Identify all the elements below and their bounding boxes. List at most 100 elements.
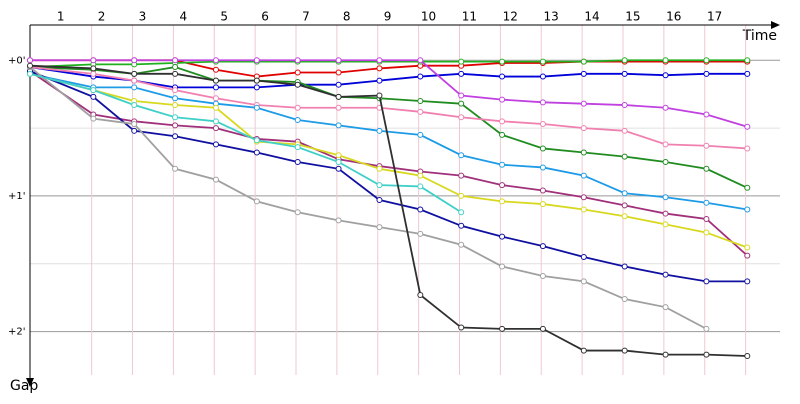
point (376, 77, 383, 84)
point (499, 263, 506, 270)
series-line (29, 66, 707, 330)
point (744, 244, 751, 251)
point (376, 182, 383, 189)
x-tick-label: 10 (421, 10, 436, 24)
point (27, 57, 33, 64)
point (621, 102, 628, 109)
point (744, 278, 751, 285)
point (621, 70, 628, 77)
x-tick-label: 17 (707, 10, 722, 24)
point (294, 81, 301, 88)
point (376, 127, 383, 134)
point (212, 104, 219, 111)
point (253, 104, 260, 111)
point (662, 72, 669, 79)
point (499, 118, 506, 125)
point (335, 69, 342, 76)
point (172, 57, 179, 64)
point (253, 198, 260, 205)
point (621, 190, 628, 197)
x-axis-label: Time (742, 28, 777, 44)
point (458, 70, 465, 77)
point (703, 165, 710, 172)
point (539, 272, 546, 279)
point (172, 70, 179, 77)
x-tick-label: 3 (139, 10, 147, 24)
point (131, 127, 138, 134)
point (539, 145, 546, 152)
point (539, 121, 546, 128)
point (417, 206, 424, 213)
x-tick-label: 1 (57, 10, 65, 24)
point (539, 73, 546, 80)
point (90, 115, 97, 122)
point (744, 184, 751, 191)
point (131, 57, 138, 64)
point (539, 164, 546, 171)
series-line (29, 70, 748, 283)
point (580, 149, 587, 156)
point (703, 70, 710, 77)
point (539, 201, 546, 208)
point (499, 96, 506, 103)
point (212, 57, 219, 64)
point (335, 81, 342, 88)
point (253, 57, 260, 64)
point (744, 70, 751, 77)
point (621, 57, 628, 64)
point (621, 127, 628, 134)
point (294, 159, 301, 166)
point (417, 291, 424, 298)
point (499, 233, 506, 240)
point (417, 131, 424, 138)
point (131, 121, 138, 128)
x-tick-label: 14 (584, 10, 599, 24)
point (212, 141, 219, 148)
point (172, 87, 179, 94)
point (253, 84, 260, 91)
x-tick-label: 12 (503, 10, 518, 24)
x-axis-arrow (771, 21, 780, 29)
point (90, 87, 97, 94)
point (335, 152, 342, 159)
point (662, 304, 669, 311)
point (335, 217, 342, 224)
point (458, 324, 465, 331)
point (744, 353, 751, 360)
point (172, 102, 179, 109)
point (621, 263, 628, 270)
x-tick-label: 5 (220, 10, 228, 24)
point (662, 271, 669, 278)
point (703, 57, 710, 64)
point (703, 278, 710, 285)
point (294, 116, 301, 123)
point (172, 165, 179, 172)
point (90, 65, 97, 72)
point (539, 325, 546, 332)
point (417, 183, 424, 190)
point (376, 197, 383, 203)
point (376, 65, 383, 72)
point (621, 202, 628, 209)
series-line (29, 72, 748, 249)
point (458, 114, 465, 121)
series-line (29, 66, 748, 189)
point (499, 182, 506, 189)
series-line (29, 72, 748, 211)
point (335, 104, 342, 111)
point (539, 243, 546, 250)
series-line (29, 66, 748, 150)
point (621, 153, 628, 160)
point (131, 84, 138, 91)
x-tick-label: 9 (384, 10, 392, 24)
point (580, 172, 587, 179)
point (131, 70, 138, 77)
point (27, 62, 33, 69)
point (376, 165, 383, 172)
point (744, 57, 751, 64)
point (703, 351, 710, 358)
point (580, 194, 587, 201)
series-line (29, 59, 748, 68)
point (580, 253, 587, 260)
